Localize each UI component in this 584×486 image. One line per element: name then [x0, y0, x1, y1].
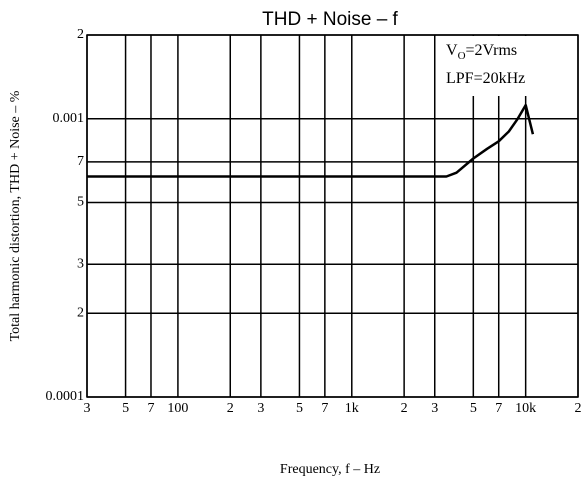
x-tick-label: 2 [401, 401, 408, 416]
annotation-part: =2Vrms [466, 42, 518, 59]
x-tick-label: 7 [495, 401, 502, 416]
x-tick-label: 10k [515, 401, 536, 416]
x-tick-label: 7 [147, 401, 154, 416]
x-tick-label: 3 [257, 401, 264, 416]
y-tick-label: 2 [77, 305, 84, 320]
x-tick-label: 5 [470, 401, 477, 416]
x-tick-label: 5 [296, 401, 303, 416]
y-tick-label: 0.0001 [46, 389, 85, 404]
annotation: LPF=20kHz [446, 70, 525, 87]
x-tick-label: 3 [431, 401, 438, 416]
annotation-part: O [458, 50, 466, 62]
chart-title: THD + Noise – f [262, 9, 398, 30]
annotation-box [442, 36, 577, 96]
x-tick-label: 3 [84, 401, 91, 416]
annotation: VO=2Vrms [446, 42, 517, 62]
y-tick-label: 0.001 [53, 111, 85, 126]
x-tick-label: 2 [575, 401, 582, 416]
y-tick-label: 5 [77, 195, 84, 210]
x-tick-label: 5 [122, 401, 129, 416]
y-tick-label: 3 [77, 256, 84, 271]
y-axis-label: Total harmonic distortion, THD + Noise –… [8, 90, 23, 341]
annotation-part: LPF=20kHz [446, 70, 525, 87]
x-tick-label: 1k [345, 401, 359, 416]
y-tick-label: 2 [77, 27, 84, 42]
x-tick-label: 2 [227, 401, 234, 416]
data-line [87, 103, 535, 178]
y-tick-label: 7 [77, 154, 84, 169]
x-tick-label: 100 [167, 401, 188, 416]
x-axis-label: Frequency, f – Hz [280, 462, 380, 477]
x-tick-label: 7 [321, 401, 328, 416]
annotation-part: V [446, 42, 458, 59]
